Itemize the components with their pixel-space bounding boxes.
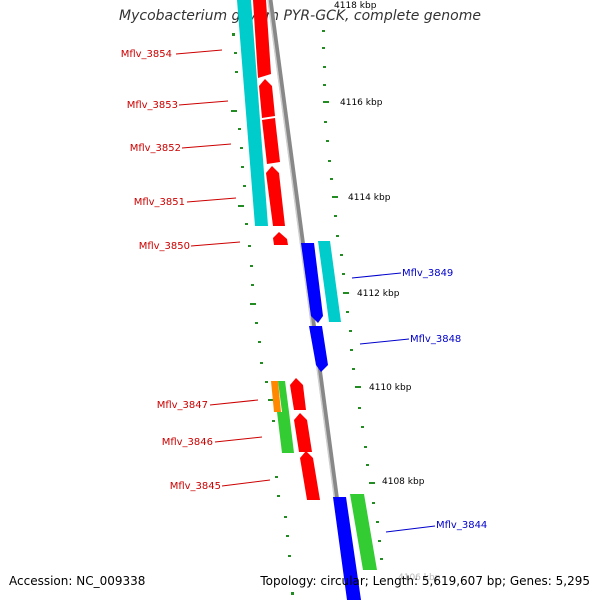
green-track-3846 <box>277 412 294 453</box>
gene-mflv-3845[interactable] <box>300 451 320 500</box>
outer-tick-marks <box>322 30 383 560</box>
gene-label-mflv-3847[interactable]: Mflv_3847 <box>157 400 208 411</box>
gene-label-mflv-3851[interactable]: Mflv_3851 <box>134 197 185 208</box>
gene-label-mflv-3849[interactable]: Mflv_3849 <box>402 268 453 279</box>
kbp-label-4106: 4106 kbp <box>398 573 441 583</box>
gene-label-mflv-3844[interactable]: Mflv_3844 <box>436 520 487 531</box>
gene-mflv-3850[interactable] <box>273 232 288 245</box>
gene-label-mflv-3846[interactable]: Mflv_3846 <box>162 437 213 448</box>
gene-mflv-3844[interactable] <box>333 497 361 600</box>
green-track-3847 <box>278 381 289 412</box>
orange-track <box>271 381 281 412</box>
gene-mflv-3846[interactable] <box>294 413 312 452</box>
gene-mflv-3851[interactable] <box>266 166 285 226</box>
kbp-label-4114: 4114 kbp <box>348 193 391 203</box>
inner-tick-marks <box>231 33 294 595</box>
gene-mflv-3849[interactable] <box>301 243 323 323</box>
gene-label-mflv-3852[interactable]: Mflv_3852 <box>130 143 181 154</box>
kbp-label-4116: 4116 kbp <box>340 98 383 108</box>
cyan-track-upper <box>237 0 268 226</box>
kbp-label-4110: 4110 kbp <box>369 383 412 393</box>
cyan-track-forward <box>318 241 341 322</box>
forward-leader-lines <box>351 272 436 533</box>
kbp-label-4108: 4108 kbp <box>382 477 425 487</box>
gene-mflv-3852[interactable] <box>262 118 280 164</box>
gene-label-mflv-3845[interactable]: Mflv_3845 <box>170 481 221 492</box>
gene-label-mflv-3854[interactable]: Mflv_3854 <box>121 49 172 60</box>
map-title: Mycobacterium gilvum PYR-GCK, complete g… <box>119 8 481 24</box>
kbp-label-4118: 4118 kbp <box>334 1 377 11</box>
gene-label-mflv-3850[interactable]: Mflv_3850 <box>139 241 190 252</box>
green-track-forward <box>350 494 377 570</box>
gene-mflv-3854[interactable] <box>253 0 271 78</box>
reverse-leader-lines <box>175 49 271 487</box>
gene-label-mflv-3848[interactable]: Mflv_3848 <box>410 334 461 345</box>
topology-label: Topology: circular; Length: 5,619,607 bp… <box>260 574 590 588</box>
gene-mflv-3848[interactable] <box>309 326 328 372</box>
accession-label: Accession: NC_009338 <box>9 574 146 588</box>
gene-mflv-3847[interactable] <box>290 378 306 410</box>
kbp-label-4112: 4112 kbp <box>357 289 400 299</box>
gene-label-mflv-3853[interactable]: Mflv_3853 <box>127 100 178 111</box>
gene-mflv-3853[interactable] <box>259 79 275 118</box>
